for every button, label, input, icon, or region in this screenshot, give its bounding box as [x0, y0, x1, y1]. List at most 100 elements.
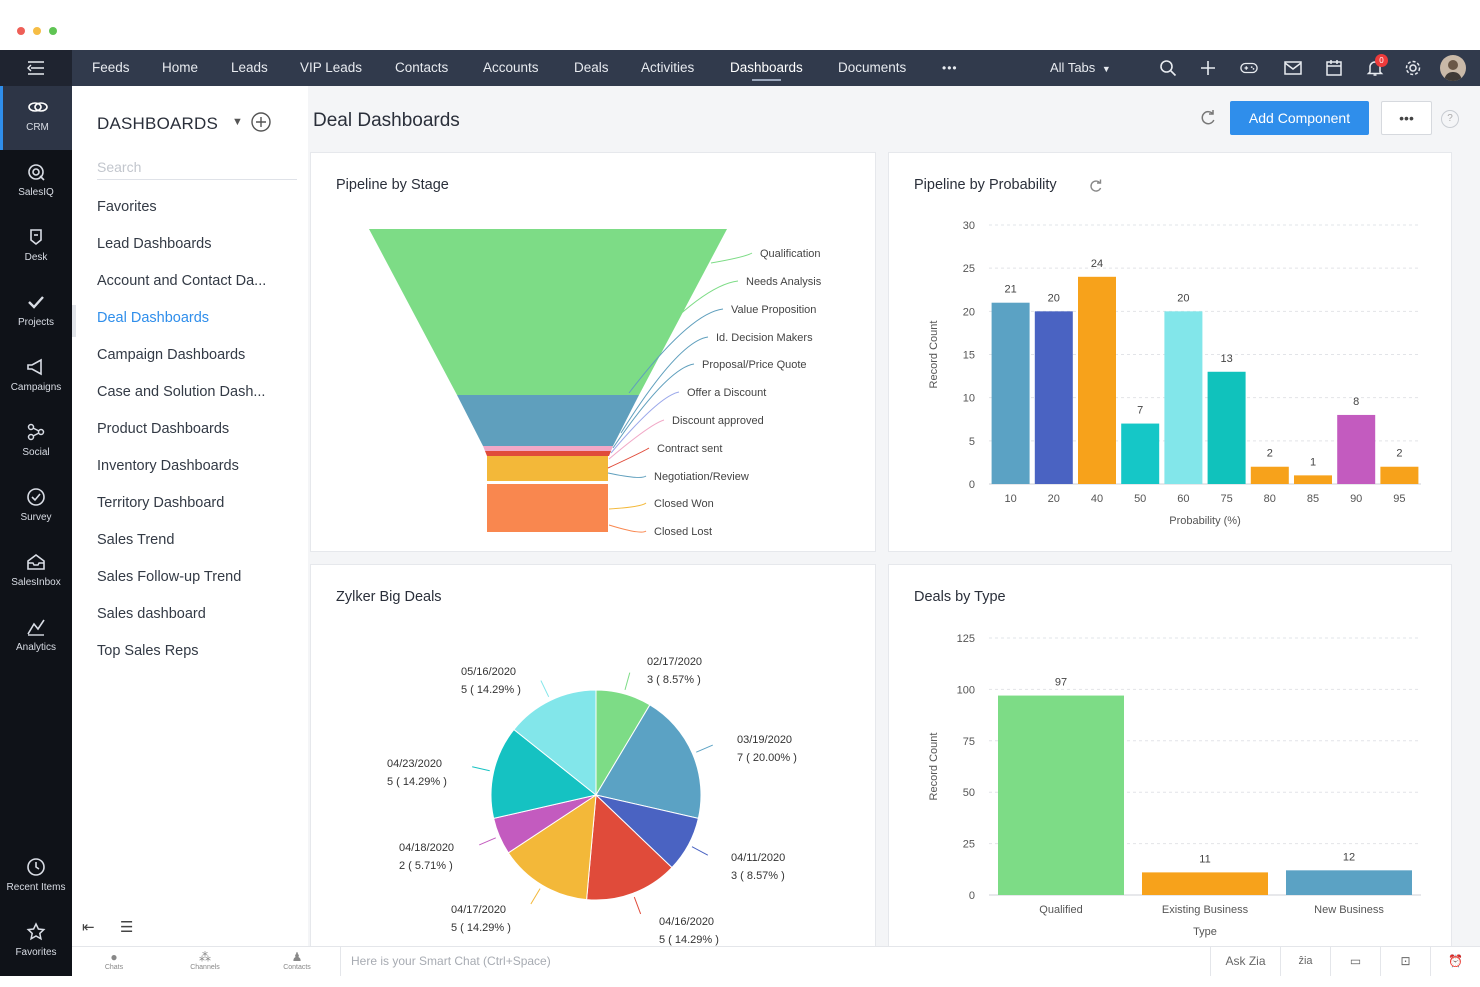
- pie-slice: [490, 728, 598, 819]
- add-component-button[interactable]: Add Component: [1230, 101, 1369, 135]
- help-icon[interactable]: ?: [1441, 110, 1459, 128]
- rail-item-salesiq[interactable]: SalesIQ: [0, 151, 72, 215]
- refresh-icon[interactable]: [1198, 108, 1218, 128]
- list-view-icon[interactable]: ☰: [120, 919, 134, 936]
- sidebar-item-territory-dashboard[interactable]: Territory Dashboard: [97, 495, 225, 511]
- funnel-chart[interactable]: Qualification Needs Analysis Value Proposi…: [311, 153, 877, 553]
- ask-zia-button[interactable]: Ask Zia: [1210, 947, 1280, 976]
- user-avatar[interactable]: [1440, 55, 1466, 81]
- rail-label: SalesInbox: [11, 577, 61, 588]
- sidebar-item-favorites[interactable]: Favorites: [97, 199, 157, 215]
- calendar-icon[interactable]: [1324, 58, 1344, 78]
- pie-slice-label: 02/17/2020: [647, 656, 702, 668]
- more-options-button[interactable]: •••: [1381, 101, 1432, 135]
- x-tick-label: New Business: [1314, 904, 1384, 916]
- rail-item-campaigns[interactable]: Campaigns: [0, 346, 72, 410]
- rail-label: Social: [22, 447, 50, 458]
- nav-tab-accounts[interactable]: Accounts: [483, 60, 539, 75]
- search-icon[interactable]: [1158, 58, 1178, 78]
- card-deals-by-type: Deals by Type 0 25 50 75 100 125 97 Qualified 11…: [888, 564, 1452, 964]
- nav-tab-dashboards[interactable]: Dashboards: [730, 50, 803, 86]
- funnel-stage-label: Contract sent: [657, 443, 722, 455]
- bar-value-label: 8: [1353, 396, 1359, 408]
- funnel-leader-line: [608, 419, 665, 460]
- rail-item-favorites[interactable]: Favorites: [0, 911, 72, 975]
- maximize-window-button[interactable]: [49, 27, 57, 35]
- sidebar-item-case-solution[interactable]: Case and Solution Dash...: [97, 384, 266, 400]
- channels-button[interactable]: ⁂ Channels: [175, 950, 235, 971]
- smart-chat-input[interactable]: Here is your Smart Chat (Ctrl+Space): [340, 947, 1210, 976]
- card-title: Pipeline by Stage: [336, 177, 449, 193]
- sidebar-item-sales-followup-trend[interactable]: Sales Follow-up Trend: [97, 569, 242, 585]
- refresh-icon[interactable]: [1088, 178, 1104, 194]
- alarm-icon[interactable]: ⏰: [1430, 947, 1480, 976]
- funnel-leader-line: [607, 447, 650, 469]
- sidebar-item-account-contact[interactable]: Account and Contact Da...: [97, 273, 267, 289]
- minimize-window-button[interactable]: [33, 27, 41, 35]
- avatar-icon: [1444, 60, 1462, 81]
- caret-down-icon[interactable]: ▼: [232, 116, 243, 128]
- add-dashboard-icon[interactable]: [250, 111, 272, 133]
- sidebar-item-deal-dashboards[interactable]: Deal Dashboards: [72, 305, 308, 342]
- pie-slice-value: 3 ( 8.57% ): [731, 870, 785, 882]
- sidebar-search-input[interactable]: [97, 154, 297, 180]
- pie-leader-line: [696, 744, 713, 753]
- contacts-button[interactable]: ♟ Contacts: [267, 950, 327, 971]
- plus-icon[interactable]: [1198, 58, 1218, 78]
- nav-tab-feeds[interactable]: Feeds: [92, 60, 130, 75]
- nav-tab-contacts[interactable]: Contacts: [395, 60, 449, 75]
- funnel-segment-proposal: [487, 456, 608, 481]
- bar: [1034, 311, 1073, 484]
- menu-toggle-button[interactable]: [0, 50, 72, 86]
- nav-tab-home[interactable]: Home: [162, 60, 199, 75]
- rail-label: Recent Items: [6, 882, 66, 893]
- nav-tab-vip-leads[interactable]: VIP Leads: [300, 60, 363, 75]
- gamepad-icon[interactable]: [1239, 58, 1259, 78]
- funnel-segment-needs-analysis: [457, 395, 639, 446]
- x-axis-title: Probability (%): [1169, 515, 1241, 527]
- all-tabs-dropdown[interactable]: All Tabs ▼: [1050, 50, 1111, 86]
- rail-item-projects[interactable]: Projects: [0, 281, 72, 345]
- x-tick-label: 80: [1264, 493, 1276, 505]
- pie-leader-line: [530, 888, 541, 905]
- gear-icon[interactable]: [1403, 58, 1423, 78]
- big-deals-pie-chart[interactable]: 02/17/2020 3 ( 8.57% ) 03/19/2020 7 ( 20.00…: [311, 565, 877, 965]
- nav-tab-activities[interactable]: Activities: [641, 60, 695, 75]
- deals-by-type-bar-chart[interactable]: 0 25 50 75 100 125 97 Qualified 11 Existing Busin…: [889, 565, 1453, 965]
- sidebar-item-product-dashboards[interactable]: Product Dashboards: [97, 421, 230, 437]
- rail-item-crm[interactable]: CRM: [0, 86, 72, 150]
- rail-item-salesinbox[interactable]: SalesInbox: [0, 541, 72, 605]
- funnel-stage-label: Proposal/Price Quote: [702, 359, 807, 371]
- pie-slice-label: 05/16/2020: [461, 666, 516, 678]
- mail-icon[interactable]: [1283, 58, 1303, 78]
- sidebar-item-top-sales-reps[interactable]: Top Sales Reps: [97, 643, 199, 659]
- x-tick-label: 40: [1091, 493, 1103, 505]
- document-icon[interactable]: ▭: [1330, 947, 1380, 976]
- chats-button[interactable]: ● Chats: [84, 950, 144, 971]
- nav-tab-leads[interactable]: Leads: [231, 60, 268, 75]
- close-window-button[interactable]: [17, 27, 25, 35]
- collapse-sidebar-icon[interactable]: ⇤: [82, 919, 95, 936]
- sidebar-item-inventory-dashboards[interactable]: Inventory Dashboards: [97, 458, 239, 474]
- survey-icon: [27, 488, 45, 506]
- funnel-leader-line: [608, 524, 647, 533]
- rail-item-desk[interactable]: Desk: [0, 216, 72, 280]
- analytics-icon: [27, 619, 45, 636]
- bell-icon[interactable]: 0: [1365, 54, 1388, 78]
- sidebar-item-campaign-dashboards[interactable]: Campaign Dashboards: [97, 347, 246, 363]
- rail-item-social[interactable]: Social: [0, 411, 72, 475]
- nav-tab-deals[interactable]: Deals: [574, 60, 609, 75]
- sidebar-item-sales-dashboard[interactable]: Sales dashboard: [97, 606, 206, 622]
- screen-icon[interactable]: ⊡: [1380, 947, 1430, 976]
- contact-icon: ♟: [291, 950, 303, 964]
- sidebar-item-sales-trend[interactable]: Sales Trend: [97, 532, 175, 548]
- rail-item-analytics[interactable]: Analytics: [0, 606, 72, 670]
- rail-item-survey[interactable]: Survey: [0, 476, 72, 540]
- nav-more-button[interactable]: •••: [942, 61, 958, 75]
- probability-bar-chart[interactable]: 0 5 10 15 20 25 30 21 10 20 20 24 40 7 50 20 60 13 75 2 80 1 8…: [889, 153, 1453, 553]
- zia-icon[interactable]: ẑia: [1280, 947, 1330, 976]
- sidebar-item-lead-dashboards[interactable]: Lead Dashboards: [97, 236, 212, 252]
- top-nav: Feeds Home Leads VIP Leads Contacts Acco…: [0, 50, 1480, 86]
- rail-item-recent-items[interactable]: Recent Items: [0, 846, 72, 910]
- nav-tab-documents[interactable]: Documents: [838, 60, 907, 75]
